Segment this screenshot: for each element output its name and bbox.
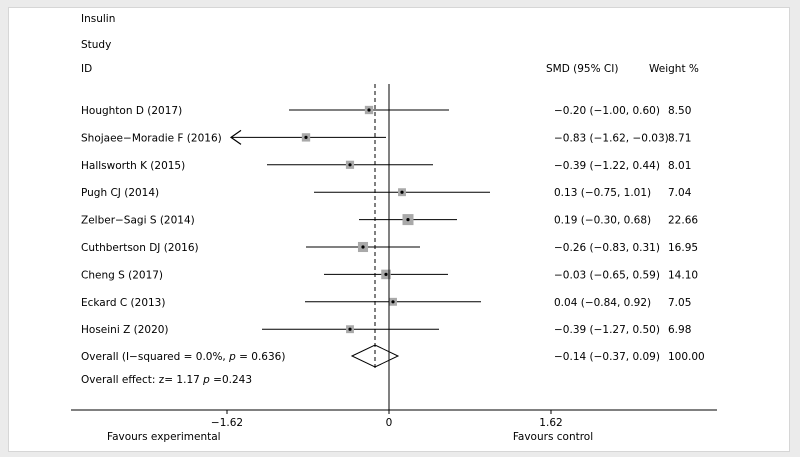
weight-text: 7.05 xyxy=(668,297,691,309)
overall-weight-text: 100.00 xyxy=(668,351,705,363)
point-estimate xyxy=(361,245,365,249)
ci-text: −0.20 (−1.00, 0.60) xyxy=(554,105,660,117)
ci-text: 0.19 (−0.30, 0.68) xyxy=(554,215,651,227)
forest-plot-panel: Insulin Study ID SMD (95% CI) Weight % H… xyxy=(8,7,790,452)
overall-label: Overall (I−squared = 0.0%, p = 0.636) xyxy=(81,351,285,363)
study-row: Zelber−Sagi S (2014) 0.19 (−0.30, 0.68) 22… xyxy=(81,214,698,227)
study-row: Hallsworth K (2015) −0.39 (−1.22, 0.44) 8.… xyxy=(81,160,691,172)
ci-arrow xyxy=(229,129,242,145)
ci-text: −0.83 (−1.62, −0.03) xyxy=(554,132,669,144)
study-label: Cuthbertson DJ (2016) xyxy=(81,242,199,254)
x-tick-label: 1.62 xyxy=(539,417,562,429)
study-label: Eckard C (2013) xyxy=(81,297,165,309)
x-label-left: Favours experimental xyxy=(107,431,221,443)
weight-text: 22.66 xyxy=(668,215,698,227)
weight-text: 6.98 xyxy=(668,324,691,336)
study-row: Shojaee−Moradie F (2016) −0.83 (−1.62, −0… xyxy=(81,129,691,145)
ci-text: 0.04 (−0.84, 0.92) xyxy=(554,297,651,309)
point-estimate xyxy=(304,135,308,139)
weight-text: 16.95 xyxy=(668,242,698,254)
point-estimate xyxy=(367,108,371,112)
point-estimate xyxy=(400,190,404,194)
overall-ci-text: −0.14 (−0.37, 0.09) xyxy=(554,351,660,363)
ci-text: −0.39 (−1.22, 0.44) xyxy=(554,160,660,172)
weight-text: 8.01 xyxy=(668,160,691,172)
chart-title: Insulin xyxy=(81,13,115,25)
ci-text: −0.26 (−0.83, 0.31) xyxy=(554,242,660,254)
point-estimate xyxy=(384,272,388,276)
weight-text: 7.04 xyxy=(668,187,692,199)
study-row: Eckard C (2013) 0.04 (−0.84, 0.92) 7.05 xyxy=(81,297,691,309)
study-label: Houghton D (2017) xyxy=(81,105,182,117)
header-weight: Weight % xyxy=(649,63,699,75)
x-tick-label: −1.62 xyxy=(211,417,243,429)
study-row: Pugh CJ (2014) 0.13 (−0.75, 1.01) 7.04 xyxy=(81,187,692,199)
study-label: Hoseini Z (2020) xyxy=(81,324,169,336)
study-row: Cuthbertson DJ (2016) −0.26 (−0.83, 0.31)… xyxy=(81,241,698,254)
overall-diamond xyxy=(350,344,400,368)
weight-text: 8.71 xyxy=(668,132,691,144)
overall-row: Overall (I−squared = 0.0%, p = 0.636) −0.… xyxy=(81,344,705,368)
point-estimate xyxy=(391,300,395,304)
study-label: Shojaee−Moradie F (2016) xyxy=(81,132,222,144)
ci-text: −0.03 (−0.65, 0.59) xyxy=(554,269,660,281)
study-label: Zelber−Sagi S (2014) xyxy=(81,215,195,227)
point-estimate xyxy=(348,163,352,167)
overall-effect-text: Overall effect: z= 1.17 p =0.243 xyxy=(81,374,252,386)
point-estimate xyxy=(348,327,352,331)
weight-text: 14.10 xyxy=(668,269,698,281)
point-estimate xyxy=(406,218,410,222)
study-label: Pugh CJ (2014) xyxy=(81,187,159,199)
study-label: Cheng S (2017) xyxy=(81,269,163,281)
study-row: Cheng S (2017) −0.03 (−0.65, 0.59) 14.10 xyxy=(81,269,698,281)
header-study: Study xyxy=(81,39,111,51)
ci-text: 0.13 (−0.75, 1.01) xyxy=(554,187,651,199)
study-label: Hallsworth K (2015) xyxy=(81,160,185,172)
x-label-right: Favours control xyxy=(513,431,593,443)
study-rows: Houghton D (2017) −0.20 (−1.00, 0.60) 8.50… xyxy=(81,105,698,336)
header-effect: SMD (95% CI) xyxy=(546,63,618,75)
forest-plot: Insulin Study ID SMD (95% CI) Weight % H… xyxy=(71,13,717,443)
header-id: ID xyxy=(81,63,92,75)
x-axis: −1.62 0 1.62 xyxy=(71,84,717,429)
x-tick-label: 0 xyxy=(386,417,393,429)
study-row: Hoseini Z (2020) −0.39 (−1.27, 0.50) 6.98 xyxy=(81,324,691,336)
study-row: Houghton D (2017) −0.20 (−1.00, 0.60) 8.50 xyxy=(81,105,691,117)
weight-text: 8.50 xyxy=(668,105,691,117)
ci-text: −0.39 (−1.27, 0.50) xyxy=(554,324,660,336)
